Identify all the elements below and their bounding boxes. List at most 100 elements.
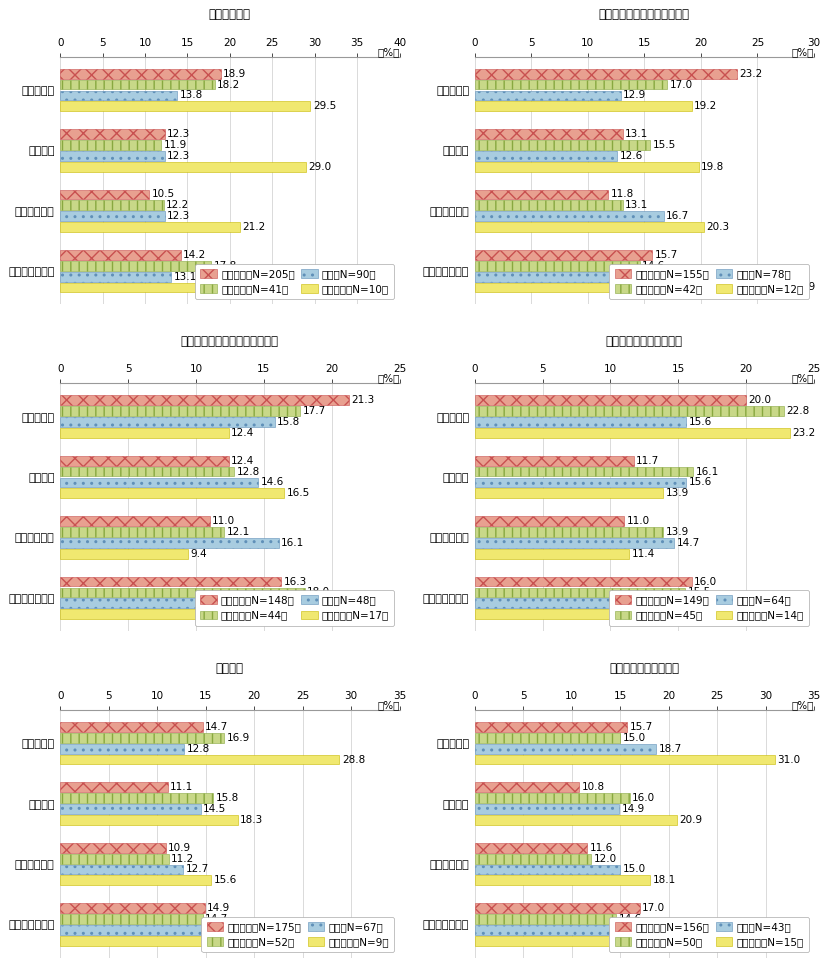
Bar xyxy=(474,261,639,270)
Bar xyxy=(60,538,278,548)
Bar xyxy=(474,782,579,792)
Bar xyxy=(474,222,704,232)
Bar xyxy=(60,222,240,232)
Text: 13.1: 13.1 xyxy=(174,271,197,282)
Text: 15.8: 15.8 xyxy=(215,793,238,804)
Text: （%）: （%） xyxy=(791,46,813,57)
Bar xyxy=(60,925,229,935)
Bar xyxy=(60,250,181,260)
Text: 18.7: 18.7 xyxy=(657,744,681,753)
Bar xyxy=(60,805,200,814)
Bar xyxy=(474,467,692,476)
Bar xyxy=(60,516,209,526)
Bar xyxy=(60,733,224,743)
Bar xyxy=(60,549,188,558)
Bar xyxy=(60,527,224,537)
Text: 20.3: 20.3 xyxy=(705,222,729,232)
Text: 12.7: 12.7 xyxy=(185,865,209,874)
Bar xyxy=(474,925,651,935)
Text: 11.7: 11.7 xyxy=(635,456,658,466)
Text: 18.9: 18.9 xyxy=(223,69,246,78)
Bar xyxy=(474,610,706,619)
Legend: 見える化（N=205）, 自動検出（N=41）, 予測（N=90）, 自動制御（N=10）: 見える化（N=205）, 自動検出（N=41）, 予測（N=90）, 自動制御（… xyxy=(195,264,394,299)
Text: 20.9: 20.9 xyxy=(679,815,702,825)
Text: 18.3: 18.3 xyxy=(240,936,263,946)
Text: 15.5: 15.5 xyxy=(652,140,675,150)
Text: 14.9: 14.9 xyxy=(621,804,644,814)
Bar xyxy=(60,754,339,764)
Bar xyxy=(474,793,629,803)
Bar xyxy=(60,261,211,270)
Bar xyxy=(60,489,284,498)
Text: 17.1: 17.1 xyxy=(708,610,732,619)
Text: 13.8: 13.8 xyxy=(180,91,203,100)
Text: 12.8: 12.8 xyxy=(186,744,209,753)
Text: 12.0: 12.0 xyxy=(593,854,616,864)
Bar xyxy=(60,212,165,221)
Bar xyxy=(60,129,165,139)
Text: 14.7: 14.7 xyxy=(205,914,228,924)
Legend: 見える化（N=156）, 自動検出（N=50）, 予測（N=43）, 自動制御（N=15）: 見える化（N=156）, 自動検出（N=50）, 予測（N=43）, 自動制御（… xyxy=(609,917,808,952)
Text: 14.6: 14.6 xyxy=(261,477,284,488)
Bar xyxy=(474,865,619,874)
Legend: 見える化（N=148）, 自動検出（N=44）, 予測（N=48）, 自動制御（N=17）: 見える化（N=148）, 自動検出（N=44）, 予測（N=48）, 自動制御（… xyxy=(195,590,394,626)
Bar xyxy=(60,162,306,172)
Text: 33.7: 33.7 xyxy=(348,282,371,293)
Text: 14.5: 14.5 xyxy=(203,804,226,814)
Text: 17.5: 17.5 xyxy=(232,924,255,935)
Title: 【商品・サービス企画開発】: 【商品・サービス企画開発】 xyxy=(598,9,689,21)
Bar xyxy=(60,69,220,78)
Bar xyxy=(60,140,161,150)
Bar xyxy=(60,283,345,293)
Text: 12.4: 12.4 xyxy=(231,428,254,438)
Bar xyxy=(60,815,238,825)
Bar xyxy=(474,587,684,597)
Text: 12.3: 12.3 xyxy=(166,151,190,161)
Text: 15.0: 15.0 xyxy=(622,733,645,743)
Text: 18.0: 18.0 xyxy=(306,587,330,597)
Bar xyxy=(474,283,789,293)
Bar xyxy=(60,80,214,90)
Text: 14.2: 14.2 xyxy=(183,250,206,260)
Bar xyxy=(474,538,673,548)
Text: 31.0: 31.0 xyxy=(777,754,800,764)
Bar xyxy=(474,271,656,281)
Bar xyxy=(60,610,252,619)
Text: 16.1: 16.1 xyxy=(695,467,718,476)
Text: 15.0: 15.0 xyxy=(622,865,645,874)
Text: 16.3: 16.3 xyxy=(283,577,306,586)
Text: 14.9: 14.9 xyxy=(207,903,230,913)
Bar xyxy=(60,395,349,405)
Text: 18.2: 18.2 xyxy=(217,79,240,90)
Text: 12.3: 12.3 xyxy=(166,212,190,221)
Legend: 見える化（N=155）, 自動検出（N=42）, 予測（N=78）, 自動制御（N=12）: 見える化（N=155）, 自動検出（N=42）, 予測（N=78）, 自動制御（… xyxy=(609,264,808,299)
Bar xyxy=(474,914,615,923)
Text: 27.9: 27.9 xyxy=(792,282,815,293)
Text: 17.0: 17.0 xyxy=(668,79,691,90)
Bar xyxy=(474,723,626,732)
Text: 13.9: 13.9 xyxy=(665,489,688,498)
Text: 16.0: 16.0 xyxy=(693,577,716,586)
Text: 10.9: 10.9 xyxy=(168,842,191,853)
Bar xyxy=(474,598,690,609)
Text: 14.7: 14.7 xyxy=(676,538,699,548)
Text: 18.1: 18.1 xyxy=(652,875,675,886)
Bar xyxy=(60,151,165,160)
Bar xyxy=(474,843,586,853)
Bar xyxy=(474,936,678,946)
Bar xyxy=(474,754,774,764)
Bar xyxy=(60,577,282,586)
Title: 【商品・サービス生産・流通】: 【商品・サービス生産・流通】 xyxy=(181,335,278,348)
Bar xyxy=(474,733,619,743)
Bar xyxy=(60,189,149,199)
Bar xyxy=(474,395,745,405)
Bar xyxy=(474,417,686,427)
Bar xyxy=(60,201,164,211)
Text: 18.3: 18.3 xyxy=(240,815,263,825)
Text: 15.8: 15.8 xyxy=(277,417,300,427)
Text: 16.0: 16.0 xyxy=(632,793,655,804)
Bar xyxy=(60,91,177,100)
Bar xyxy=(60,744,184,753)
Title: 【アフターサービス】: 【アフターサービス】 xyxy=(609,662,679,674)
Text: 17.7: 17.7 xyxy=(302,407,325,416)
